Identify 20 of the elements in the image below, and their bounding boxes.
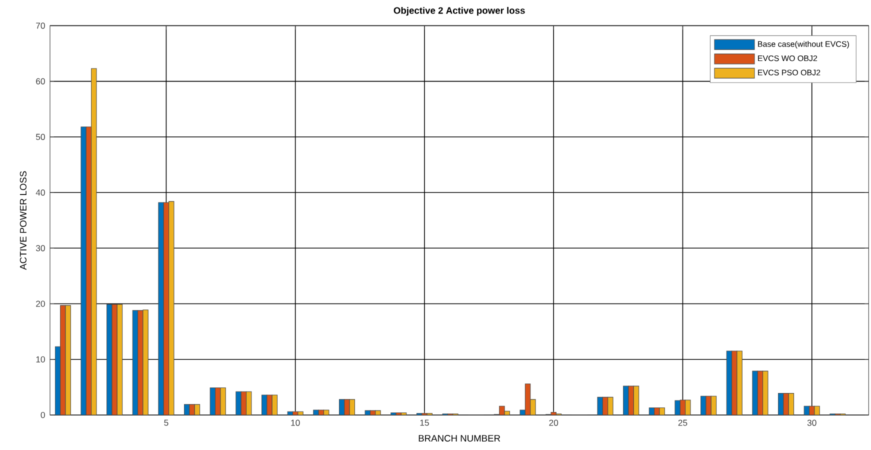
- x-tick-label: 30: [807, 420, 816, 426]
- x-tick-label: 15: [420, 420, 429, 426]
- legend-label: EVCS WO OBJ2: [758, 55, 818, 62]
- x-tick-label: 25: [678, 420, 688, 426]
- y-tick-label: 70: [36, 22, 45, 29]
- x-axis-title: BRANCH NUMBER: [418, 435, 500, 442]
- x-tick-label: 20: [549, 420, 558, 426]
- y-axis-title: ACTIVE POWER LOSS: [20, 171, 26, 270]
- chart-title: Objective 2 Active power loss: [394, 6, 525, 16]
- x-tick-label: 10: [291, 420, 300, 426]
- legend-label: EVCS PSO OBJ2: [758, 70, 820, 76]
- y-tick-label: 30: [36, 245, 45, 252]
- x-tick-label: 5: [164, 420, 168, 426]
- y-tick-label: 50: [36, 134, 45, 140]
- y-tick-label: 0: [40, 412, 45, 418]
- y-tick-label: 40: [36, 189, 45, 196]
- y-tick-label: 60: [36, 78, 45, 84]
- legend-label: Base case(without EVCS): [758, 40, 849, 48]
- y-tick-label: 20: [36, 300, 45, 307]
- y-tick-label: 10: [36, 356, 45, 362]
